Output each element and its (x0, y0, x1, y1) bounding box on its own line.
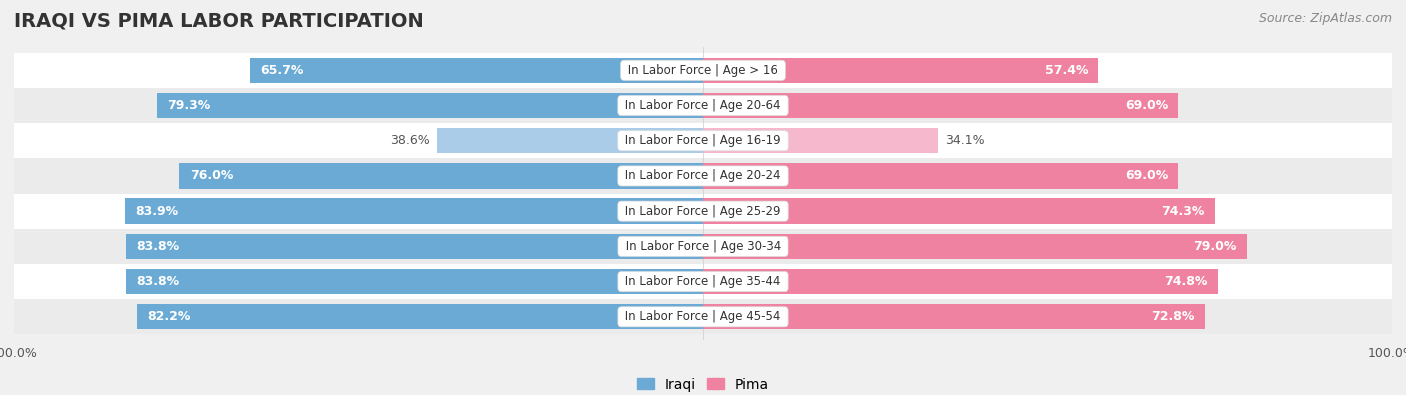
Text: In Labor Force | Age 16-19: In Labor Force | Age 16-19 (621, 134, 785, 147)
Text: 65.7%: 65.7% (260, 64, 304, 77)
Bar (14, 264, 1392, 299)
Text: 69.0%: 69.0% (1125, 169, 1168, 182)
Text: 83.8%: 83.8% (136, 240, 179, 253)
Text: 82.2%: 82.2% (148, 310, 190, 324)
Text: 74.3%: 74.3% (1161, 205, 1205, 218)
Text: Source: ZipAtlas.com: Source: ZipAtlas.com (1258, 12, 1392, 25)
Bar (14, 53, 1392, 88)
Bar (703, 269, 1219, 294)
Text: 69.0%: 69.0% (1125, 99, 1168, 112)
Text: In Labor Force | Age 20-24: In Labor Force | Age 20-24 (621, 169, 785, 182)
Text: 72.8%: 72.8% (1152, 310, 1194, 324)
Text: In Labor Force | Age 25-29: In Labor Force | Age 25-29 (621, 205, 785, 218)
Bar (14, 88, 1392, 123)
Bar (703, 93, 1178, 118)
Bar (180, 163, 703, 189)
Bar (437, 128, 703, 153)
Bar (703, 58, 1098, 83)
Legend: Iraqi, Pima: Iraqi, Pima (631, 372, 775, 395)
Text: 34.1%: 34.1% (945, 134, 984, 147)
Text: In Labor Force | Age > 16: In Labor Force | Age > 16 (624, 64, 782, 77)
Text: IRAQI VS PIMA LABOR PARTICIPATION: IRAQI VS PIMA LABOR PARTICIPATION (14, 12, 423, 31)
Text: 57.4%: 57.4% (1045, 64, 1088, 77)
Bar (156, 93, 703, 118)
Bar (250, 58, 703, 83)
Bar (14, 299, 1392, 335)
Bar (14, 158, 1392, 194)
Text: 74.8%: 74.8% (1164, 275, 1208, 288)
Text: 83.8%: 83.8% (136, 275, 179, 288)
Bar (136, 304, 703, 329)
Bar (14, 123, 1392, 158)
Bar (703, 198, 1215, 224)
Bar (14, 194, 1392, 229)
Bar (125, 269, 703, 294)
Text: 38.6%: 38.6% (391, 134, 430, 147)
Bar (125, 198, 703, 224)
Bar (125, 234, 703, 259)
Bar (703, 234, 1247, 259)
Bar (703, 128, 938, 153)
Text: In Labor Force | Age 45-54: In Labor Force | Age 45-54 (621, 310, 785, 324)
Text: 79.3%: 79.3% (167, 99, 211, 112)
Text: In Labor Force | Age 30-34: In Labor Force | Age 30-34 (621, 240, 785, 253)
Text: In Labor Force | Age 20-64: In Labor Force | Age 20-64 (621, 99, 785, 112)
Bar (14, 229, 1392, 264)
Text: 76.0%: 76.0% (190, 169, 233, 182)
Bar (703, 163, 1178, 189)
Text: 79.0%: 79.0% (1194, 240, 1237, 253)
Text: 83.9%: 83.9% (135, 205, 179, 218)
Text: In Labor Force | Age 35-44: In Labor Force | Age 35-44 (621, 275, 785, 288)
Bar (703, 304, 1205, 329)
